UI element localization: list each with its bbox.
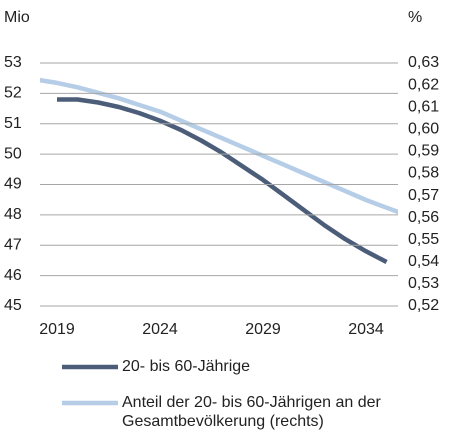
- y2-tick-label: 0,53: [408, 275, 439, 292]
- y2-tick-label: 0,56: [408, 209, 439, 226]
- y2-tick-label: 0,54: [408, 253, 439, 270]
- legend-label: Anteil der 20- bis 60-Jährigen an der Ge…: [122, 394, 381, 430]
- y2-tick-label: 0,57: [408, 187, 439, 204]
- x-tick-label: 2019: [39, 321, 75, 338]
- y-tick-label: 50: [4, 145, 22, 162]
- x-tick-label: 2029: [245, 321, 281, 338]
- y2-tick-label: 0,59: [408, 143, 439, 160]
- y-axis-title: Mio: [4, 9, 30, 26]
- y2-tick-label: 0,63: [408, 54, 439, 71]
- y-tick-label: 45: [4, 297, 22, 314]
- y-tick-label: 49: [4, 176, 22, 193]
- y2-tick-label: 0,55: [408, 231, 439, 248]
- y2-tick-label: 0,58: [408, 165, 439, 182]
- x-tick-label: 2034: [348, 321, 384, 338]
- y-tick-label: 48: [4, 206, 22, 223]
- y-tick-label: 51: [4, 115, 22, 132]
- y2-tick-label: 0,60: [408, 120, 439, 137]
- x-tick-label: 2024: [142, 321, 178, 338]
- y2-tick-label: 0,52: [408, 297, 439, 314]
- plot-area: [40, 77, 398, 264]
- series-line: [40, 77, 398, 215]
- legend-label: 20- bis 60-Jährige: [122, 358, 251, 375]
- y-tick-label: 52: [4, 85, 22, 102]
- series-line: [57, 97, 388, 264]
- y-tick-label: 53: [4, 54, 22, 71]
- y-tick-label: 46: [4, 267, 22, 284]
- y2-axis-title: %: [408, 9, 422, 26]
- y2-tick-label: 0,62: [408, 76, 439, 93]
- y2-tick-label: 0,61: [408, 98, 439, 115]
- y-tick-label: 47: [4, 236, 22, 253]
